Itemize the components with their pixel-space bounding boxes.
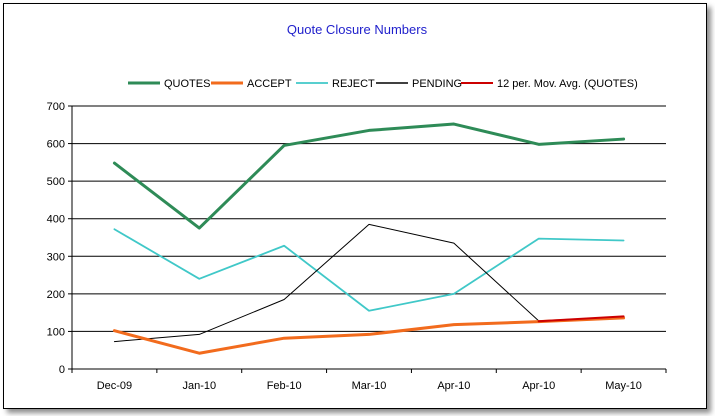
x-tick-label: Apr-10 (522, 380, 555, 392)
series-line-reject (113, 228, 625, 312)
y-axis-ticks: 0 100 200 300 400 500 600 700 (47, 101, 65, 376)
y-tick-label: 300 (47, 251, 65, 263)
y-tick-label: 400 (47, 214, 65, 226)
series-line-12-per-mov-avg-quotes (537, 315, 625, 323)
x-tick-label: Mar-10 (352, 380, 387, 392)
legend-label-12-per-mov-avg-quotes: 12 per. Mov. Avg. (QUOTES) (497, 78, 638, 90)
y-tick-label: 600 (47, 139, 65, 151)
series-line-quotes (112, 122, 626, 230)
x-tick-label: Dec-09 (97, 380, 132, 392)
legend-label-reject: REJECT (332, 78, 375, 90)
series-lines (112, 122, 626, 355)
legend-label-accept: ACCEPT (247, 78, 292, 90)
series-line-pending (113, 223, 625, 343)
gridlines (68, 105, 667, 373)
x-axis-ticks: Dec-09 Jan-10 Feb-10 Mar-10 Apr-10 Apr-10 May-… (97, 380, 642, 392)
legend-label-pending: PENDING (412, 78, 462, 90)
y-tick-label: 0 (59, 364, 65, 376)
y-tick-label: 100 (47, 326, 65, 338)
y-tick-label: 200 (47, 289, 65, 301)
legend-label-quotes: QUOTES (164, 78, 210, 90)
y-tick-label: 500 (47, 176, 65, 188)
legend: QUOTES ACCEPT REJECT PENDING 12 per. Mov. Av… (128, 78, 638, 90)
x-tick-label: Jan-10 (182, 380, 216, 392)
y-tick-label: 700 (47, 101, 65, 113)
x-tick-label: May-10 (605, 380, 642, 392)
chart-title: Quote Closure Numbers (287, 22, 428, 37)
x-tick-label: Apr-10 (437, 380, 470, 392)
x-tick-label: Feb-10 (267, 380, 302, 392)
